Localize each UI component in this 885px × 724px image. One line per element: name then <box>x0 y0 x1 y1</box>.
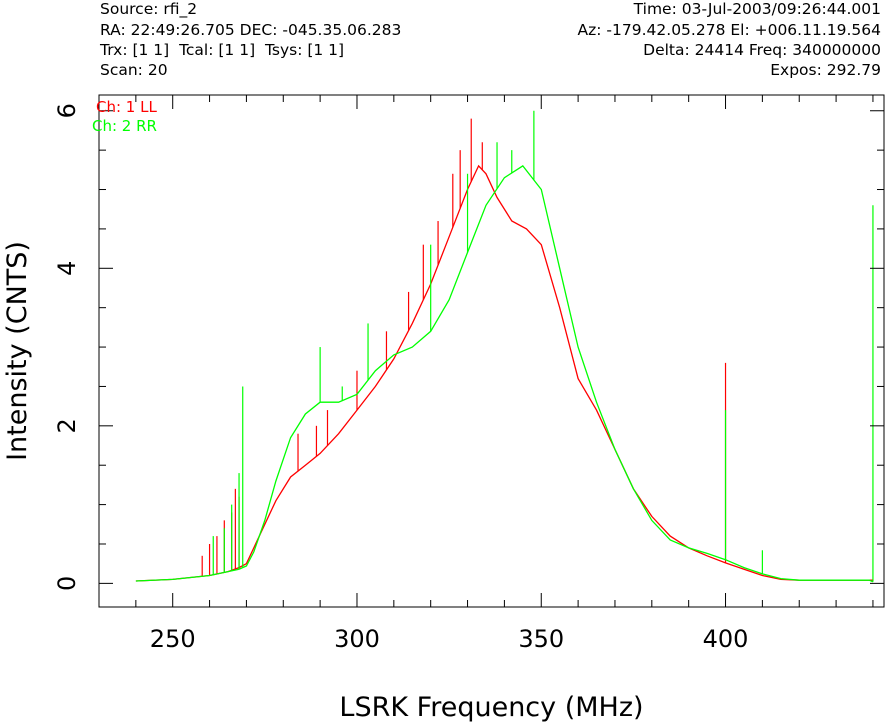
header-expos: Expos: 292.79 <box>770 61 881 79</box>
header-az-el: Az: -179.42.05.278 El: +006.11.19.564 <box>577 21 881 39</box>
x-axis-title: LSRK Frequency (MHz) <box>339 692 643 723</box>
axis-ticks: 250 300 350 400 0 2 4 6 <box>53 95 884 653</box>
y-tick-label: 2 <box>53 418 81 433</box>
y-tick-label: 4 <box>53 261 81 276</box>
header-delta-freq: Delta: 24414 Freq: 340000000 <box>643 41 881 59</box>
y-tick-label: 0 <box>53 576 81 591</box>
x-tick-label: 400 <box>703 625 749 653</box>
series-line-ch2 <box>135 165 874 583</box>
legend-ch1: Ch: 1 LL <box>96 98 157 116</box>
header-time: Time: 03-Jul-2003/09:26:44.001 <box>633 0 881 18</box>
y-tick-label: 6 <box>53 103 81 118</box>
series-line-ch1 <box>135 164 873 582</box>
header-coordinates: RA: 22:49:26.705 DEC: -045.35.06.283 <box>100 21 402 39</box>
header-trx-tcal-tsys: Trx: [1 1] Tcal: [1 1] Tsys: [1 1] <box>100 41 345 59</box>
plot-frame <box>98 94 885 608</box>
y-axis-title: Intensity (CNTS) <box>2 241 33 461</box>
plot-marks <box>135 110 874 583</box>
x-tick-label: 250 <box>150 625 196 653</box>
header-source: Source: rfi_2 <box>100 0 198 18</box>
header-scan: Scan: 20 <box>100 61 168 79</box>
x-tick-label: 300 <box>334 625 380 653</box>
x-tick-label: 350 <box>518 625 564 653</box>
legend-ch2: Ch: 2 RR <box>92 117 157 135</box>
